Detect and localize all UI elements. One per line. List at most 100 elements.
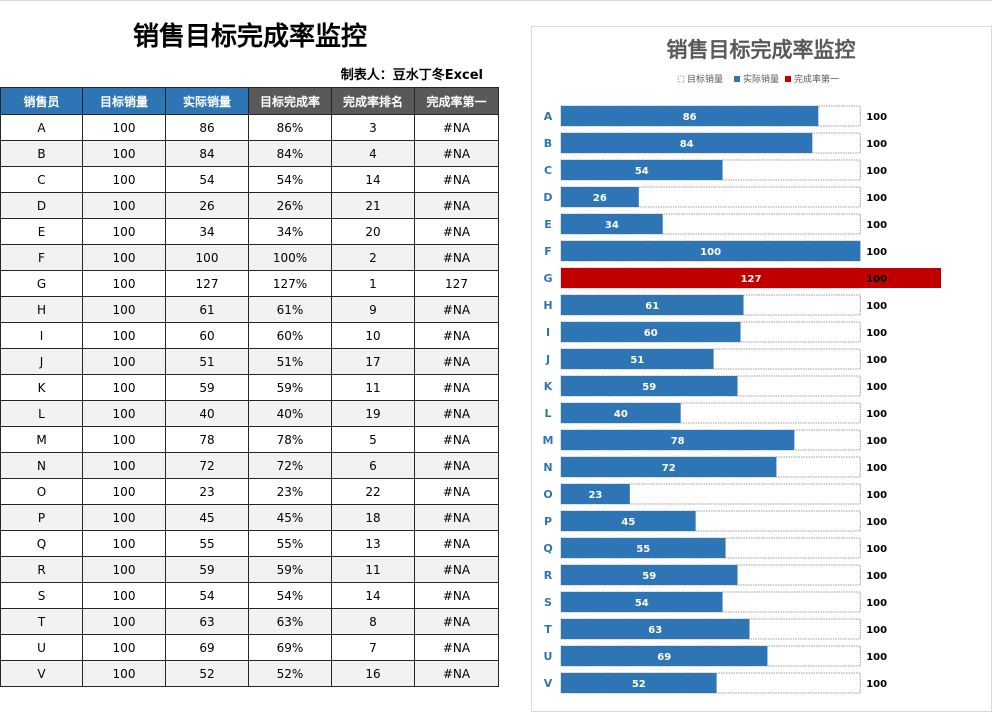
cell-actual-sales[interactable]: 55 [165,530,249,557]
cell-rate-rank[interactable]: 14 [331,166,415,193]
cell-salesperson[interactable]: E [0,218,83,245]
cell-rate-rank[interactable]: 9 [331,296,415,323]
cell-rate-rank[interactable]: 20 [331,218,415,245]
cell-target-sales[interactable]: 100 [82,400,166,427]
cell-target-sales[interactable]: 100 [82,270,166,297]
cell-completion-rate[interactable]: 84% [248,140,332,167]
header-target-sales[interactable]: 目标销量 [82,87,166,115]
cell-completion-rate[interactable]: 72% [248,452,332,479]
cell-salesperson[interactable]: L [0,400,83,427]
cell-rate-rank[interactable]: 13 [331,530,415,557]
header-rate-rank[interactable]: 完成率排名 [331,87,415,115]
cell-salesperson[interactable]: Q [0,530,83,557]
cell-completion-rate[interactable]: 61% [248,296,332,323]
cell-salesperson[interactable]: S [0,582,83,609]
cell-target-sales[interactable]: 100 [82,166,166,193]
cell-rate-first[interactable]: #NA [414,582,499,609]
cell-target-sales[interactable]: 100 [82,244,166,271]
cell-actual-sales[interactable]: 34 [165,218,249,245]
cell-salesperson[interactable]: B [0,140,83,167]
cell-actual-sales[interactable]: 54 [165,166,249,193]
cell-completion-rate[interactable]: 127% [248,270,332,297]
cell-rate-rank[interactable]: 8 [331,608,415,635]
cell-target-sales[interactable]: 100 [82,218,166,245]
cell-actual-sales[interactable]: 45 [165,504,249,531]
cell-salesperson[interactable]: I [0,322,83,349]
cell-rate-first[interactable]: #NA [414,478,499,505]
cell-rate-first[interactable]: 127 [414,270,499,297]
cell-salesperson[interactable]: N [0,452,83,479]
cell-rate-first[interactable]: #NA [414,244,499,271]
cell-target-sales[interactable]: 100 [82,114,166,141]
cell-actual-sales[interactable]: 23 [165,478,249,505]
cell-salesperson[interactable]: O [0,478,83,505]
cell-target-sales[interactable]: 100 [82,608,166,635]
cell-completion-rate[interactable]: 45% [248,504,332,531]
cell-completion-rate[interactable]: 51% [248,348,332,375]
cell-salesperson[interactable]: G [0,270,83,297]
cell-actual-sales[interactable]: 127 [165,270,249,297]
cell-rate-rank[interactable]: 7 [331,634,415,661]
cell-rate-rank[interactable]: 16 [331,660,415,687]
cell-rate-first[interactable]: #NA [414,114,499,141]
cell-salesperson[interactable]: C [0,166,83,193]
cell-completion-rate[interactable]: 55% [248,530,332,557]
cell-completion-rate[interactable]: 78% [248,426,332,453]
cell-rate-rank[interactable]: 2 [331,244,415,271]
cell-rate-first[interactable]: #NA [414,296,499,323]
header-actual-sales[interactable]: 实际销量 [165,87,249,115]
cell-rate-rank[interactable]: 4 [331,140,415,167]
cell-rate-first[interactable]: #NA [414,452,499,479]
cell-actual-sales[interactable]: 78 [165,426,249,453]
header-salesperson[interactable]: 销售员 [0,87,83,115]
cell-target-sales[interactable]: 100 [82,504,166,531]
cell-completion-rate[interactable]: 54% [248,582,332,609]
cell-rate-first[interactable]: #NA [414,530,499,557]
cell-actual-sales[interactable]: 52 [165,660,249,687]
cell-target-sales[interactable]: 100 [82,634,166,661]
cell-rate-first[interactable]: #NA [414,504,499,531]
cell-rate-first[interactable]: #NA [414,218,499,245]
cell-completion-rate[interactable]: 59% [248,374,332,401]
cell-rate-rank[interactable]: 11 [331,556,415,583]
cell-target-sales[interactable]: 100 [82,374,166,401]
cell-actual-sales[interactable]: 59 [165,374,249,401]
cell-salesperson[interactable]: F [0,244,83,271]
cell-actual-sales[interactable]: 54 [165,582,249,609]
cell-completion-rate[interactable]: 100% [248,244,332,271]
cell-salesperson[interactable]: V [0,660,83,687]
cell-actual-sales[interactable]: 69 [165,634,249,661]
cell-salesperson[interactable]: P [0,504,83,531]
cell-completion-rate[interactable]: 23% [248,478,332,505]
cell-completion-rate[interactable]: 34% [248,218,332,245]
cell-salesperson[interactable]: R [0,556,83,583]
cell-actual-sales[interactable]: 86 [165,114,249,141]
cell-target-sales[interactable]: 100 [82,582,166,609]
cell-target-sales[interactable]: 100 [82,426,166,453]
cell-rate-first[interactable]: #NA [414,608,499,635]
cell-rate-first[interactable]: #NA [414,374,499,401]
cell-actual-sales[interactable]: 26 [165,192,249,219]
cell-rate-first[interactable]: #NA [414,400,499,427]
cell-rate-first[interactable]: #NA [414,192,499,219]
cell-rate-rank[interactable]: 10 [331,322,415,349]
cell-rate-rank[interactable]: 21 [331,192,415,219]
cell-completion-rate[interactable]: 63% [248,608,332,635]
cell-actual-sales[interactable]: 61 [165,296,249,323]
header-rate-first[interactable]: 完成率第一 [414,87,499,115]
cell-rate-rank[interactable]: 3 [331,114,415,141]
cell-actual-sales[interactable]: 40 [165,400,249,427]
cell-rate-rank[interactable]: 19 [331,400,415,427]
cell-rate-first[interactable]: #NA [414,660,499,687]
cell-salesperson[interactable]: J [0,348,83,375]
cell-actual-sales[interactable]: 63 [165,608,249,635]
cell-salesperson[interactable]: D [0,192,83,219]
cell-completion-rate[interactable]: 54% [248,166,332,193]
cell-actual-sales[interactable]: 51 [165,348,249,375]
cell-rate-first[interactable]: #NA [414,634,499,661]
cell-salesperson[interactable]: M [0,426,83,453]
cell-rate-rank[interactable]: 14 [331,582,415,609]
cell-rate-rank[interactable]: 1 [331,270,415,297]
cell-rate-rank[interactable]: 22 [331,478,415,505]
cell-target-sales[interactable]: 100 [82,322,166,349]
